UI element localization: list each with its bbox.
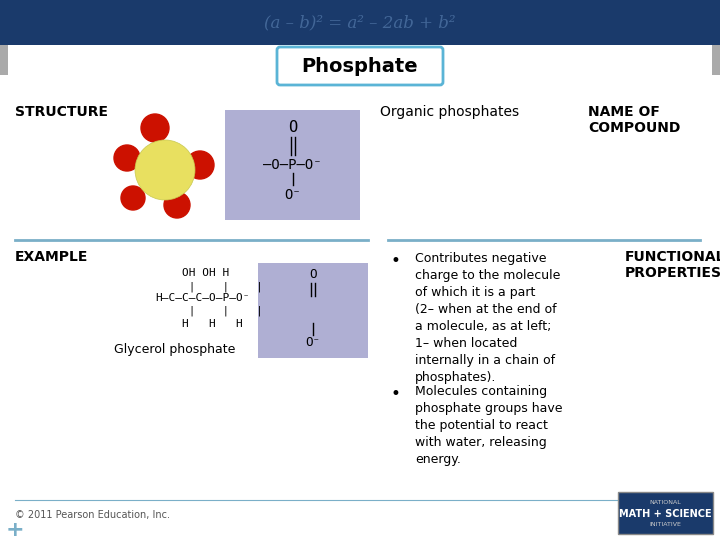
Text: © 2011 Pearson Education, Inc.: © 2011 Pearson Education, Inc. xyxy=(15,510,170,520)
Text: NAME OF
COMPOUND: NAME OF COMPOUND xyxy=(588,105,680,135)
Text: NATIONAL: NATIONAL xyxy=(649,500,681,504)
Text: Contributes negative
charge to the molecule
of which it is a part
(2– when at th: Contributes negative charge to the molec… xyxy=(415,252,560,384)
Text: INITIATIVE: INITIATIVE xyxy=(649,523,681,528)
Text: FUNCTIONAL
PROPERTIES: FUNCTIONAL PROPERTIES xyxy=(625,250,720,280)
Text: EXAMPLE: EXAMPLE xyxy=(15,250,89,264)
Text: •: • xyxy=(390,252,400,270)
Text: H—C—C—C—O—P—O⁻: H—C—C—C—O—P—O⁻ xyxy=(155,293,250,303)
Bar xyxy=(712,45,720,75)
Text: Molecules containing
phosphate groups have
the potential to react
with water, re: Molecules containing phosphate groups ha… xyxy=(415,385,562,466)
Text: MATH + SCIENCE: MATH + SCIENCE xyxy=(619,509,712,519)
Text: Organic phosphates: Organic phosphates xyxy=(380,105,519,119)
Circle shape xyxy=(141,114,169,142)
Circle shape xyxy=(114,145,140,171)
Text: Phosphate: Phosphate xyxy=(302,57,418,76)
Text: O: O xyxy=(310,268,317,281)
Bar xyxy=(225,110,360,220)
Circle shape xyxy=(164,192,190,218)
Text: |    |    |: | | | xyxy=(182,281,263,292)
Circle shape xyxy=(121,186,145,210)
Text: H   H   H: H H H xyxy=(182,319,243,329)
FancyBboxPatch shape xyxy=(277,47,443,85)
Text: OH OH H: OH OH H xyxy=(182,268,229,278)
Bar xyxy=(0,0,720,45)
Text: O⁻: O⁻ xyxy=(284,188,301,202)
Text: —O—P—O⁻: —O—P—O⁻ xyxy=(264,158,322,172)
Text: STRUCTURE: STRUCTURE xyxy=(15,105,108,119)
Text: •: • xyxy=(390,385,400,403)
Text: +: + xyxy=(6,520,24,540)
Text: |    |    |: | | | xyxy=(182,306,263,316)
Circle shape xyxy=(186,151,214,179)
Circle shape xyxy=(135,140,195,200)
Text: O: O xyxy=(288,120,297,136)
Text: (a – b)² = a² – 2ab + b²: (a – b)² = a² – 2ab + b² xyxy=(264,14,456,31)
Text: Glycerol phosphate: Glycerol phosphate xyxy=(114,343,235,356)
Bar xyxy=(618,492,713,534)
Bar xyxy=(0,45,8,75)
Text: O⁻: O⁻ xyxy=(305,336,320,349)
Bar xyxy=(258,263,368,358)
